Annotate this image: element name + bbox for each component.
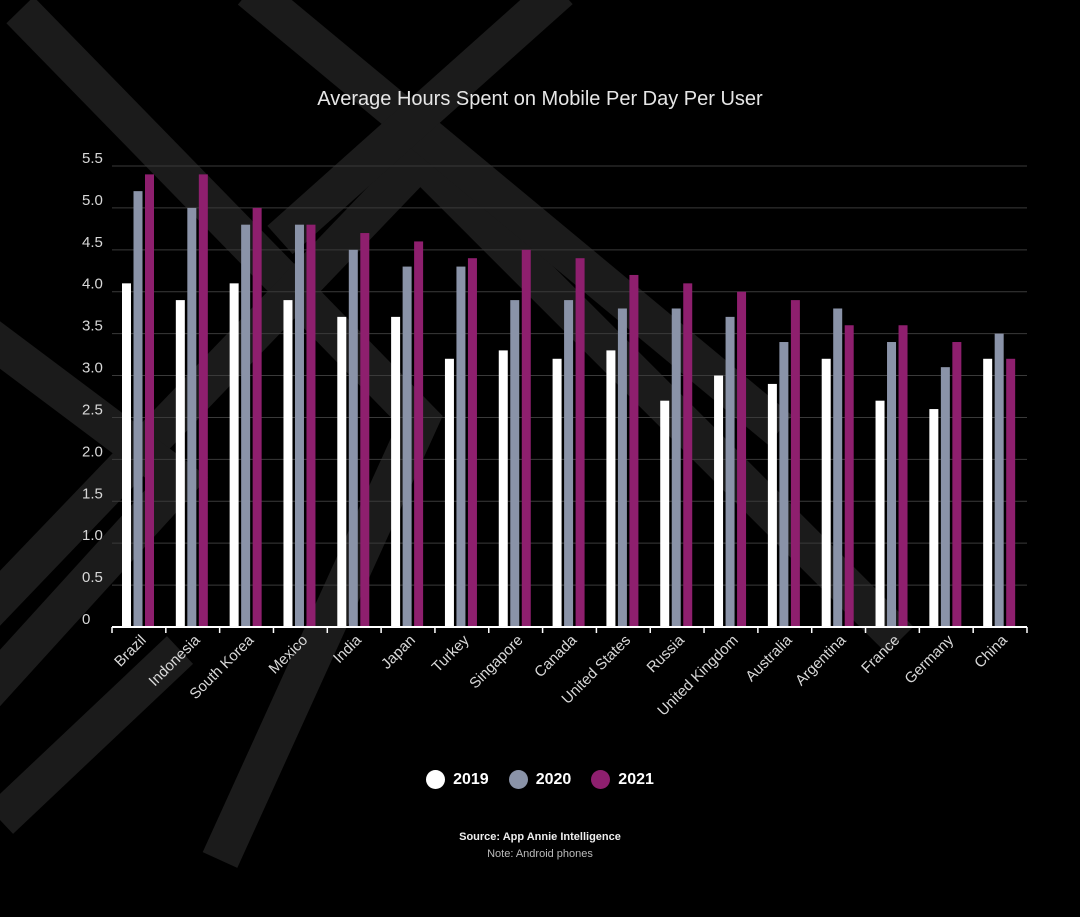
bar-2019 [983, 358, 993, 627]
legend-swatch-2021 [591, 770, 611, 789]
y-tick-label: 3.0 [82, 360, 103, 377]
bar-2021 [360, 233, 370, 627]
y-tick-label: 2.5 [82, 401, 103, 418]
x-tick-label: India [330, 631, 365, 666]
bar-2020 [510, 300, 520, 627]
bar-2021 [198, 174, 208, 627]
bar-2020 [833, 308, 843, 627]
bar-2020 [294, 224, 304, 627]
y-tick-label: 4.5 [82, 234, 103, 251]
bar-2020 [456, 266, 466, 627]
bar-2019 [821, 358, 831, 627]
y-tick-label: 0 [82, 611, 90, 628]
x-tick-label: Canada [531, 631, 581, 681]
x-tick-label: Turkey [429, 631, 473, 675]
bar-2020 [617, 308, 627, 627]
x-tick-label: Japan [378, 632, 419, 673]
legend-swatch-2020 [508, 770, 528, 789]
bar-2020 [564, 300, 574, 627]
bar-2019 [552, 358, 562, 627]
legend: 2019 2020 2021 [0, 770, 1080, 789]
bar-2019 [875, 400, 885, 627]
bar-2019 [283, 300, 293, 627]
bar-2021 [575, 258, 585, 627]
legend-item-2021: 2021 [591, 770, 654, 789]
legend-label: 2019 [453, 770, 489, 788]
bar-2019 [606, 350, 616, 627]
bar-2019 [444, 358, 454, 627]
legend-label: 2021 [618, 770, 654, 788]
bar-2020 [402, 266, 412, 627]
bar-2021 [898, 325, 908, 627]
y-tick-label: 4.0 [82, 276, 103, 293]
bar-2019 [660, 400, 670, 627]
bar-2020 [725, 316, 735, 627]
bar-2019 [767, 383, 777, 627]
bar-2021 [467, 258, 477, 627]
x-tick-label: Australia [742, 631, 796, 685]
chart-title: Average Hours Spent on Mobile Per Day Pe… [317, 88, 763, 110]
bar-2019 [714, 375, 724, 627]
x-tick-label: Germany [901, 631, 957, 687]
y-tick-label: 5.5 [82, 150, 103, 167]
y-tick-label: 1.5 [82, 485, 103, 502]
bar-2021 [629, 274, 639, 627]
bar-2020 [940, 367, 950, 627]
bar-2020 [994, 333, 1004, 627]
bar-2020 [348, 249, 358, 627]
bar-2021 [414, 241, 424, 627]
bar-2020 [671, 308, 681, 627]
bar-2021 [683, 283, 693, 627]
bar-2019 [391, 316, 401, 627]
x-tick-label: France [858, 632, 903, 677]
bar-2021 [737, 291, 747, 627]
bar-2021 [1006, 358, 1016, 627]
bar-2021 [521, 249, 531, 627]
x-tick-label: Russia [644, 631, 689, 676]
bar-2020 [187, 207, 197, 627]
bar-2020 [241, 224, 251, 627]
y-tick-label: 2.0 [82, 443, 103, 460]
note-text: Note: Android phones [487, 848, 593, 860]
legend-label: 2020 [535, 770, 572, 788]
bar-2019 [929, 409, 939, 627]
bar-2021 [952, 342, 962, 627]
bar-2019 [498, 350, 508, 627]
legend-swatch-2019 [426, 770, 446, 789]
bar-2021 [145, 174, 154, 627]
y-tick-label: 3.5 [82, 318, 103, 335]
x-tick-label: Brazil [111, 632, 150, 671]
bar-2020 [887, 342, 897, 627]
y-tick-label: 0.5 [82, 569, 103, 586]
y-tick-label: 5.0 [82, 192, 103, 209]
x-tick-label: Singapore [466, 632, 526, 692]
bar-2019 [122, 283, 131, 627]
bar-2019 [229, 283, 239, 627]
x-tick-label: Mexico [266, 632, 312, 678]
x-tick-label: China [971, 631, 1011, 671]
legend-item-2019: 2019 [426, 770, 489, 789]
bar-2020 [133, 191, 143, 628]
bar-2021 [252, 207, 262, 627]
bar-2021 [844, 325, 854, 627]
bar-2021 [790, 300, 800, 627]
y-tick-label: 1.0 [82, 527, 103, 544]
source-text: Source: App Annie Intelligence [459, 831, 621, 843]
x-tick-label: Argentina [792, 631, 850, 689]
bar-2021 [306, 224, 316, 627]
bar-2019 [337, 316, 347, 627]
legend-item-2020: 2020 [508, 770, 572, 789]
bar-2020 [779, 342, 789, 627]
bar-2019 [175, 300, 185, 627]
